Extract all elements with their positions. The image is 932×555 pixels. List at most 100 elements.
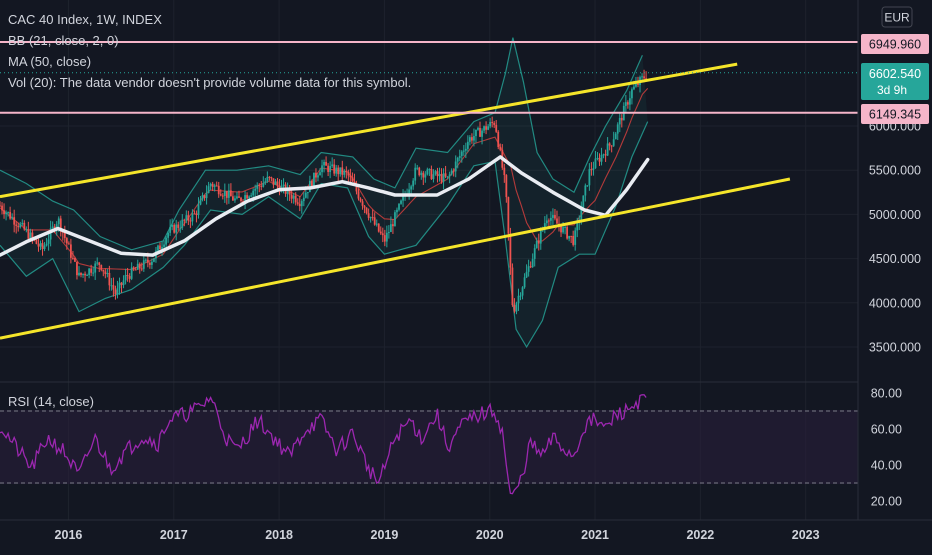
candle-body — [357, 191, 360, 199]
horizontal-lines[interactable] — [0, 41, 858, 114]
candle-body — [3, 210, 5, 215]
candle-body — [102, 269, 105, 272]
candle-body — [126, 274, 129, 277]
rsi-tick-label: 80.00 — [871, 387, 902, 401]
rsi-tick-label: 40.00 — [871, 459, 902, 473]
candle-body — [499, 147, 502, 150]
candle-body — [221, 195, 224, 197]
candle-body — [177, 224, 180, 228]
candle-body — [57, 218, 60, 225]
candle-body — [564, 227, 566, 229]
candle-body — [181, 219, 184, 228]
candle-body — [86, 275, 88, 277]
candle-body — [39, 243, 42, 247]
candle-body — [428, 168, 431, 170]
candle-body — [511, 267, 514, 306]
candle-body — [157, 245, 159, 251]
candle-body — [258, 185, 261, 187]
year-tick-label: 2023 — [792, 528, 820, 542]
candle-body — [491, 122, 494, 124]
candle-body — [379, 231, 382, 234]
candle-body — [72, 257, 74, 259]
candle-body — [422, 172, 425, 178]
candle-body — [381, 233, 384, 236]
candle-body — [298, 203, 301, 207]
candle-body — [543, 223, 546, 229]
candle-body — [304, 192, 307, 198]
rsi-band-fill — [0, 410, 858, 484]
candle-body — [331, 164, 334, 167]
candle-body — [396, 209, 398, 213]
candle-body — [568, 235, 571, 239]
candle-body — [96, 262, 99, 264]
rsi-panel — [0, 394, 858, 495]
candle-body — [234, 198, 236, 201]
candle-body — [489, 122, 492, 127]
candle-body — [351, 177, 354, 182]
rsi-axis-labels: 20.00 40.00 60.00 80.00 — [871, 387, 902, 509]
candle-body — [45, 243, 48, 246]
trend-channel[interactable] — [0, 62, 791, 340]
time-axis[interactable]: 2016 2017 2018 2019 2020 2021 2022 2023 — [55, 528, 820, 542]
candle-body — [383, 235, 386, 242]
currency-badge[interactable] — [881, 6, 913, 28]
candle-body — [493, 123, 496, 125]
candle-body — [576, 222, 579, 231]
candle-body — [205, 193, 208, 199]
candle-body — [183, 219, 186, 221]
bb-indicator-label[interactable]: BB (21, close, 2, 0) — [8, 33, 119, 48]
candle-body — [225, 191, 228, 198]
channel-upper-line — [0, 62, 738, 199]
last-price-badge — [861, 63, 929, 100]
candle-body — [195, 213, 198, 216]
candle-body — [110, 285, 113, 287]
candle-body — [343, 170, 346, 175]
candle-body — [442, 173, 445, 182]
candle-body — [211, 183, 214, 187]
candle-body — [276, 181, 279, 186]
candle-body — [503, 167, 506, 176]
price-axis-labels: 3500.000 4000.000 4500.000 5000.000 5500.000… — [869, 120, 921, 355]
candle-body — [533, 248, 536, 259]
candle-body — [377, 223, 380, 232]
candle-body — [556, 218, 558, 224]
candle-body — [468, 137, 471, 142]
vol-indicator-label[interactable]: Vol (20): The data vendor doesn't provid… — [8, 75, 411, 90]
candle-body — [7, 212, 10, 214]
candle-body — [637, 83, 639, 85]
bb-lower-line — [0, 121, 649, 349]
candle-body — [363, 205, 366, 208]
bb-fill — [0, 37, 648, 347]
candle-body — [167, 232, 170, 238]
candle-body — [92, 272, 95, 274]
candle-body — [586, 185, 589, 187]
ma-indicator-label[interactable]: MA (50, close) — [8, 54, 91, 69]
candle-body — [209, 183, 212, 187]
candle-body — [315, 172, 317, 178]
year-tick-label: 2020 — [476, 528, 504, 542]
candle-body — [187, 215, 190, 221]
candle-body — [371, 217, 374, 219]
symbol-title[interactable]: CAC 40 Index, 1W, INDEX — [8, 12, 162, 27]
legend[interactable]: CAC 40 Index, 1W, INDEX BB (21, close, 2… — [8, 12, 411, 409]
ma50-line — [0, 155, 650, 257]
candle-body — [440, 173, 443, 182]
candle-body — [473, 136, 475, 141]
candle-body — [462, 150, 465, 152]
candle-body — [288, 188, 291, 195]
candle-body — [294, 195, 297, 203]
currency-label: EUR — [884, 11, 910, 25]
candle-body — [165, 237, 167, 245]
candle-body — [448, 174, 451, 177]
candle-body — [641, 76, 643, 78]
price-tick-label: 5000.000 — [869, 208, 921, 222]
rsi-indicator-label[interactable]: RSI (14, close) — [8, 394, 94, 409]
candle-body — [124, 274, 127, 281]
candle-body — [27, 229, 30, 239]
candle-body — [169, 226, 172, 233]
candle-body — [173, 224, 176, 233]
candle-body — [452, 170, 455, 172]
candle-body — [264, 181, 267, 184]
candle-body — [495, 124, 498, 132]
